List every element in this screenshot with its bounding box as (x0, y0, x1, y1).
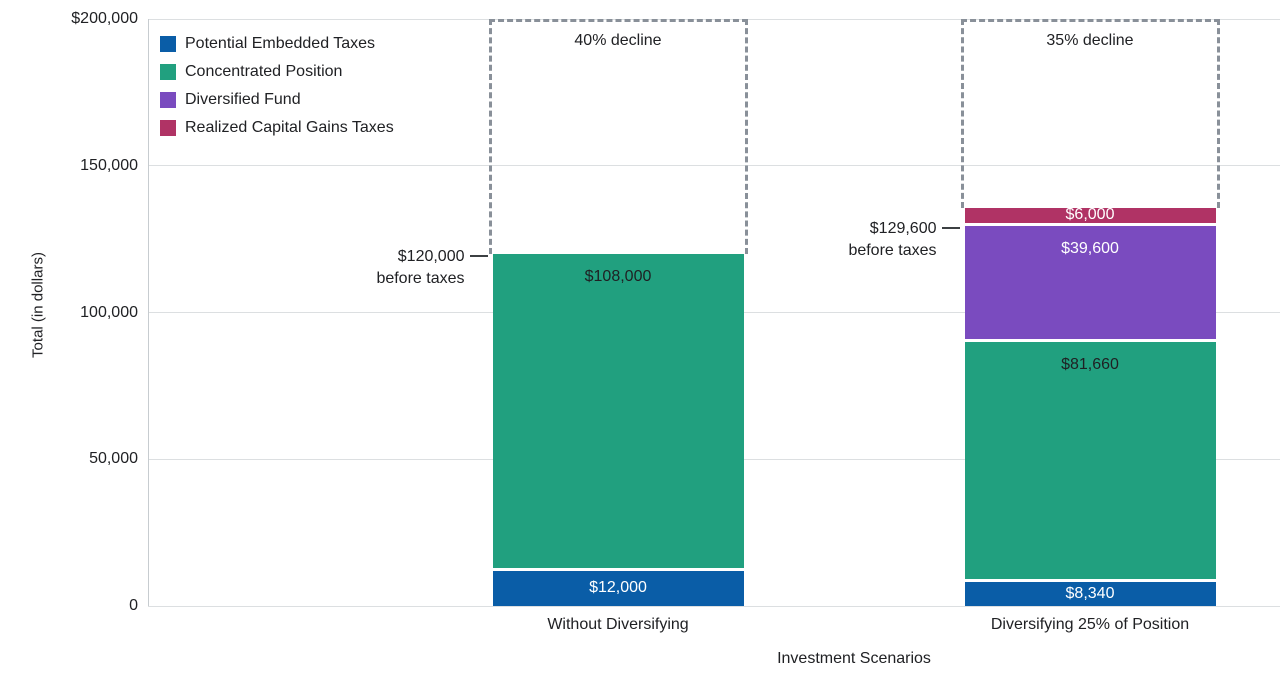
annotation-line: before taxes (848, 241, 937, 259)
bar-segment-label: $108,000 (584, 267, 652, 285)
y-axis-line (148, 19, 149, 606)
bar-segment: $39,600 (964, 225, 1216, 342)
bar-segment: $8,340 (964, 581, 1216, 606)
annotation-connector (469, 254, 488, 257)
bar-segment-label: $39,600 (1061, 239, 1119, 257)
x-axis-title: Investment Scenarios (777, 650, 931, 667)
bar-segment: $108,000 (492, 253, 744, 571)
legend-label: Potential Embedded Taxes (185, 35, 376, 52)
annotation-connector (941, 226, 960, 229)
legend-swatch (160, 92, 176, 108)
gridline (148, 165, 1280, 167)
y-tick-label: 150,000 (80, 156, 138, 174)
legend: Potential Embedded Taxes Concentrated Pos… (160, 30, 394, 142)
legend-item: Potential Embedded Taxes (160, 30, 394, 58)
annotation: $129,600 before taxes (848, 218, 936, 262)
legend-swatch (160, 120, 176, 136)
y-tick-label: $200,000 (71, 10, 138, 27)
annotation-line: $120,000 (397, 247, 465, 265)
y-tick-label: 50,000 (89, 450, 138, 468)
legend-label: Concentrated Position (185, 63, 343, 80)
annotation: $120,000 before taxes (376, 246, 464, 290)
legend-label: Realized Capital Gains Taxes (185, 119, 394, 136)
legend-swatch (160, 36, 176, 52)
category-label: Diversifying 25% of Position (990, 616, 1190, 633)
y-tick-label: 100,000 (80, 303, 138, 321)
annotation-line: before taxes (376, 269, 465, 287)
legend-item: Diversified Fund (160, 86, 394, 114)
bar-segment-label: $6,000 (1065, 206, 1115, 224)
category-label: Without Diversifying (547, 616, 689, 633)
decline-box-label: 40% decline (574, 32, 662, 49)
gridline (148, 605, 1280, 607)
bar-segment-label: $8,340 (1065, 584, 1115, 602)
decline-box-label: 35% decline (1046, 32, 1134, 49)
bar-segment: $81,660 (964, 341, 1216, 582)
legend-swatch (160, 64, 176, 80)
annotation-line: $129,600 (869, 219, 937, 237)
legend-item: Concentrated Position (160, 58, 394, 86)
decline-box: 40% decline (488, 19, 748, 254)
bar-segment-label: $12,000 (589, 579, 647, 597)
bar-segment-label: $81,660 (1061, 355, 1119, 373)
y-tick-label: 0 (129, 597, 138, 614)
bar-segment: $6,000 (964, 206, 1216, 226)
legend-item: Realized Capital Gains Taxes (160, 114, 394, 142)
y-axis-title: Total (in dollars) (29, 252, 47, 358)
legend-label: Diversified Fund (185, 91, 301, 108)
decline-box: 35% decline (960, 19, 1220, 208)
bar-segment: $12,000 (492, 570, 744, 606)
